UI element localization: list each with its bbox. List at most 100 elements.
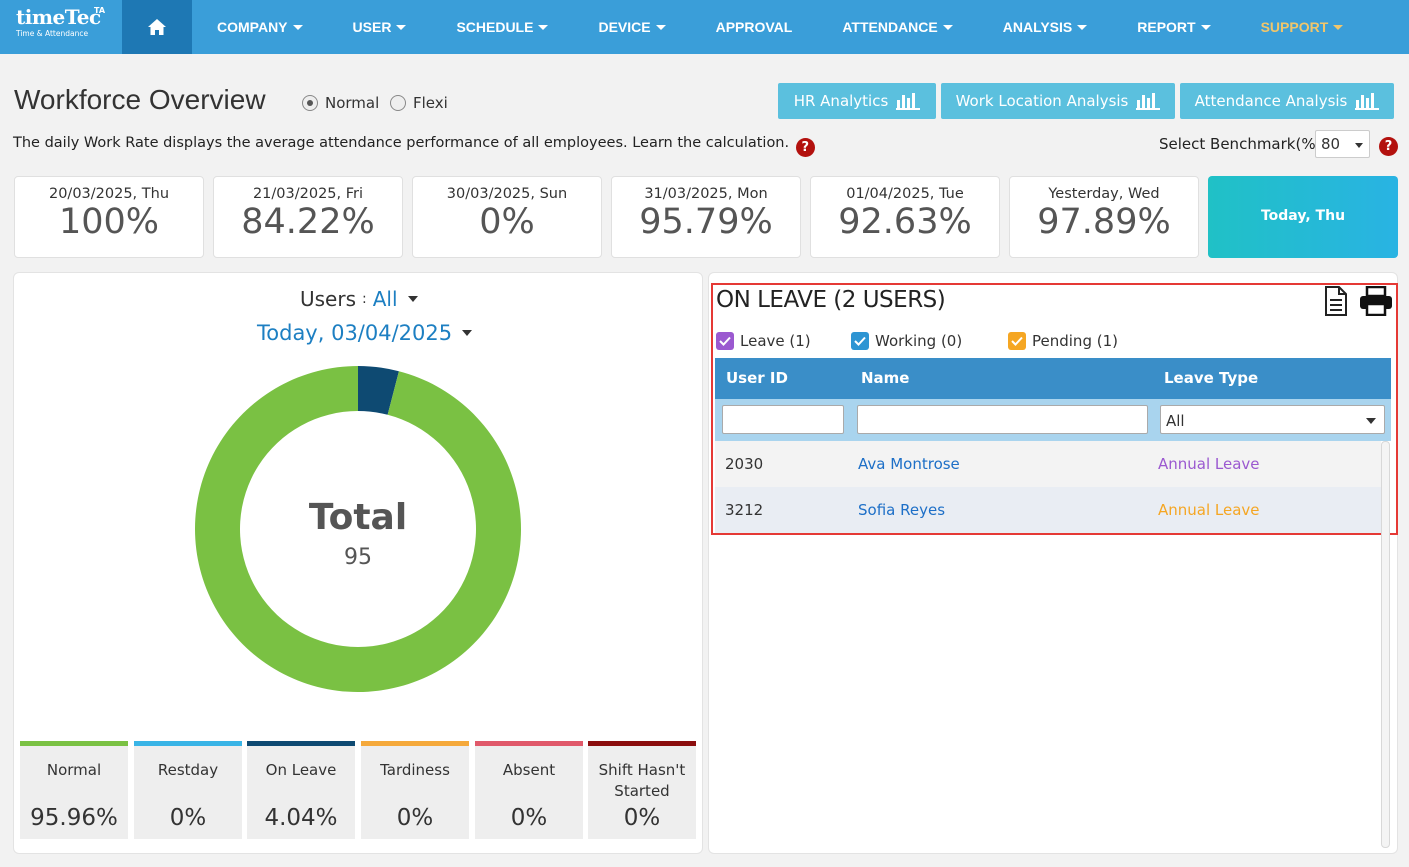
day-card-today[interactable]: Today, Thu bbox=[1208, 176, 1398, 258]
home-button[interactable] bbox=[122, 0, 192, 54]
nav-report[interactable]: REPORT bbox=[1112, 0, 1235, 54]
pending-filter-checkbox[interactable]: Pending (1) bbox=[1008, 332, 1118, 350]
help-icon[interactable]: ? bbox=[795, 138, 815, 157]
on-leave-highlight-box bbox=[711, 283, 1398, 535]
users-filter[interactable]: Users : All bbox=[300, 287, 418, 311]
stat-card-color-bar bbox=[361, 741, 469, 746]
pending-filter-label: Pending (1) bbox=[1032, 332, 1118, 350]
day-card[interactable]: 21/03/2025, Fri 84.22% bbox=[213, 176, 403, 258]
stat-card-value: 0% bbox=[169, 805, 207, 831]
day-card[interactable]: 30/03/2025, Sun 0% bbox=[412, 176, 602, 258]
timetec-logo[interactable]: timeTec TA Time & Attendance bbox=[0, 0, 122, 54]
row-name-link[interactable]: Ava Montrose bbox=[858, 455, 960, 473]
bar-chart-icon bbox=[896, 93, 921, 110]
bar-chart-icon bbox=[1136, 93, 1161, 110]
hr-analytics-button[interactable]: HR Analytics bbox=[778, 83, 936, 119]
chevron-down-icon bbox=[1355, 143, 1363, 148]
chevron-down-icon bbox=[407, 296, 418, 302]
day-card[interactable]: 01/04/2025, Tue 92.63% bbox=[810, 176, 1000, 258]
attendance-donut-chart: Total 95 bbox=[195, 366, 521, 692]
working-filter-checkbox[interactable]: Working (0) bbox=[851, 332, 962, 350]
donut-segments bbox=[195, 366, 521, 692]
day-card-date: 30/03/2025, Sun bbox=[446, 186, 568, 202]
mode-normal-radio[interactable]: Normal bbox=[302, 94, 379, 112]
stat-card-normal[interactable]: Normal 95.96% bbox=[20, 741, 128, 839]
day-card-date: 21/03/2025, Fri bbox=[252, 186, 364, 202]
donut-total-value: 95 bbox=[344, 545, 372, 570]
table-row[interactable]: 2030 Ava Montrose Annual Leave bbox=[715, 441, 1381, 487]
nav-user-label: USER bbox=[352, 19, 392, 35]
stat-card-restday[interactable]: Restday 0% bbox=[134, 741, 242, 839]
stat-card-value: 0% bbox=[623, 805, 661, 831]
chevron-down-icon bbox=[655, 24, 666, 30]
mode-flexi-radio[interactable]: Flexi bbox=[390, 94, 448, 112]
logo-ta: TA bbox=[94, 6, 106, 15]
day-card[interactable]: 20/03/2025, Thu 100% bbox=[14, 176, 204, 258]
nav-support-label: SUPPORT bbox=[1260, 19, 1329, 35]
stat-card-value: 0% bbox=[510, 805, 548, 831]
benchmark-help-icon[interactable]: ? bbox=[1379, 137, 1398, 156]
stat-card-absent[interactable]: Absent 0% bbox=[475, 741, 583, 839]
benchmark-select[interactable]: 80 bbox=[1315, 130, 1370, 158]
stat-card-name: Absent bbox=[502, 761, 556, 779]
day-card[interactable]: 31/03/2025, Mon 95.79% bbox=[611, 176, 801, 258]
stat-card-shift-not-started[interactable]: Shift Hasn't Started 0% bbox=[588, 741, 696, 839]
date-value: Today, 03/04/2025 bbox=[257, 321, 453, 345]
day-card-rate: 100% bbox=[58, 202, 160, 242]
table-scrollbar[interactable] bbox=[1381, 441, 1390, 848]
stat-card-color-bar bbox=[247, 741, 355, 746]
chevron-down-icon bbox=[292, 24, 303, 30]
home-icon bbox=[148, 19, 166, 35]
name-filter-input[interactable] bbox=[857, 405, 1148, 434]
page-title: Workforce Overview bbox=[14, 84, 266, 115]
benchmark-value: 80 bbox=[1321, 135, 1341, 153]
nav-approval[interactable]: APPROVAL bbox=[691, 0, 818, 54]
day-card-rate: 95.79% bbox=[639, 202, 773, 242]
date-filter[interactable]: Today, 03/04/2025 bbox=[257, 321, 473, 345]
top-nav-bar: timeTec TA Time & Attendance COMPANY USE… bbox=[0, 0, 1409, 54]
table-row[interactable]: 3212 Sofia Reyes Annual Leave bbox=[715, 487, 1381, 533]
attendance-analysis-button[interactable]: Attendance Analysis bbox=[1180, 83, 1394, 119]
chevron-down-icon bbox=[1366, 418, 1376, 424]
document-export-icon[interactable] bbox=[1322, 286, 1350, 316]
print-icon[interactable] bbox=[1359, 286, 1393, 316]
leave-filter-checkbox[interactable]: Leave (1) bbox=[716, 332, 811, 350]
nav-user[interactable]: USER bbox=[328, 0, 432, 54]
day-card-date: 01/04/2025, Tue bbox=[846, 186, 964, 202]
nav-device[interactable]: DEVICE bbox=[573, 0, 690, 54]
row-name-link[interactable]: Sofia Reyes bbox=[858, 501, 946, 519]
nav-attendance[interactable]: ATTENDANCE bbox=[817, 0, 977, 54]
nav-company-label: COMPANY bbox=[217, 19, 288, 35]
stat-card-color-bar bbox=[588, 741, 696, 746]
user-id-filter-input[interactable] bbox=[722, 405, 844, 434]
nav-device-label: DEVICE bbox=[598, 19, 651, 35]
row-leave-type: Annual Leave bbox=[1158, 501, 1260, 519]
day-card-rate: 92.63% bbox=[838, 202, 972, 242]
column-header-leave-type[interactable]: Leave Type bbox=[1164, 369, 1259, 387]
nav-approval-label: APPROVAL bbox=[715, 19, 793, 35]
stat-card-color-bar bbox=[20, 741, 128, 746]
stat-card-on-leave[interactable]: On Leave 4.04% bbox=[247, 741, 355, 839]
leave-table-filter-row: All bbox=[715, 399, 1391, 441]
stat-card-name: Shift Hasn't Started bbox=[598, 761, 686, 800]
column-header-name[interactable]: Name bbox=[861, 369, 910, 387]
attendance-analysis-label: Attendance Analysis bbox=[1194, 92, 1348, 110]
logo-subtitle: Time & Attendance bbox=[16, 29, 89, 38]
donut-segment-on-leave[interactable] bbox=[358, 366, 399, 415]
stat-card-color-bar bbox=[475, 741, 583, 746]
day-card[interactable]: Yesterday, Wed 97.89% bbox=[1009, 176, 1199, 258]
column-header-user-id[interactable]: User ID bbox=[726, 369, 788, 387]
stat-card-tardiness[interactable]: Tardiness 0% bbox=[361, 741, 469, 839]
radio-selected-icon bbox=[302, 95, 318, 111]
work-location-analysis-button[interactable]: Work Location Analysis bbox=[941, 83, 1175, 119]
users-separator: : bbox=[362, 291, 367, 307]
nav-schedule[interactable]: SCHEDULE bbox=[431, 0, 573, 54]
hr-analytics-label: HR Analytics bbox=[793, 92, 889, 110]
nav-support[interactable]: SUPPORT bbox=[1236, 0, 1369, 54]
nav-company[interactable]: COMPANY bbox=[192, 0, 328, 54]
donut-total-label: Total bbox=[309, 497, 407, 538]
stat-card-name: Normal bbox=[46, 761, 102, 779]
leave-type-filter-select[interactable]: All bbox=[1160, 405, 1385, 434]
stat-card-color-bar bbox=[134, 741, 242, 746]
nav-analysis[interactable]: ANALYSIS bbox=[978, 0, 1113, 54]
